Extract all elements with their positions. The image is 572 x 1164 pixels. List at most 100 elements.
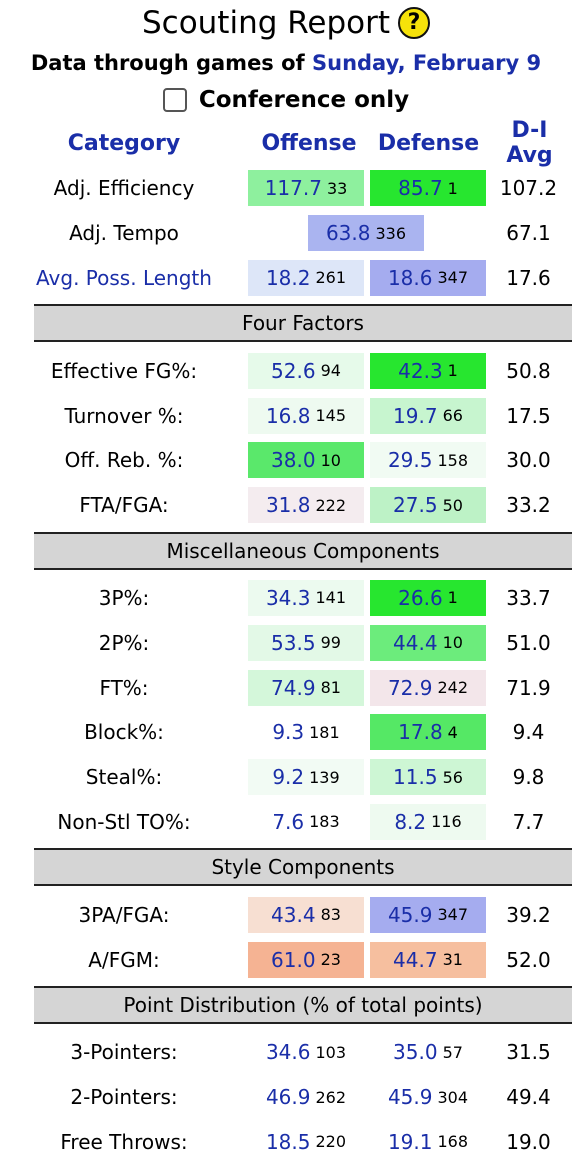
di-avg-value: 71.9	[506, 675, 551, 700]
defense-cell-rank: 347	[437, 268, 469, 288]
defense-cell-value[interactable]: 85.7	[398, 176, 443, 201]
help-icon[interactable]: ?	[398, 7, 431, 39]
offense-cell-rank: 145	[315, 406, 347, 426]
stat-row: 3-Pointers: 34.6 103 35.0 57 31.5	[0, 1030, 572, 1075]
defense-cell-value[interactable]: 29.5	[387, 448, 433, 473]
stat-row: A/FGM: 61.0 23 44.7 31 52.0	[0, 937, 572, 982]
stat-row: FT%: 74.9 81 72.9 242 71.9	[0, 665, 572, 710]
di-avg-value: 39.2	[506, 902, 551, 927]
stat-label: 3PA/FGA:	[78, 902, 170, 927]
offense-cell-rank: 183	[309, 812, 340, 832]
offense-cell-value[interactable]: 7.6	[272, 809, 305, 834]
stat-row: 3PA/FGA: 43.4 83 45.9 347 39.2	[0, 892, 572, 937]
offense-cell-value[interactable]: 18.2	[265, 265, 311, 290]
offense-cell-value[interactable]: 31.8	[265, 493, 311, 518]
offense-cell: 43.4 83	[248, 896, 364, 933]
stat-row: FTA/FGA: 31.8 222 27.5 50 33.2	[0, 483, 572, 528]
defense-cell-value[interactable]: 17.8	[398, 720, 443, 745]
offense-cell-rank: 33	[326, 178, 348, 198]
point-distribution-rows: 3-Pointers: 34.6 103 35.0 57 31.5 2-Pointers: 4…	[0, 1030, 572, 1164]
column-header-defense[interactable]: Defense	[377, 130, 480, 156]
conference-only-label: Conference only	[198, 87, 410, 113]
defense-cell: 45.9 347	[370, 896, 486, 933]
column-header-category[interactable]: Category	[67, 130, 181, 156]
stat-row: 2P%: 53.5 99 44.4 10 51.0	[0, 620, 572, 665]
offense-cell-value[interactable]: 34.6	[265, 1040, 311, 1065]
stat-row: Non-Stl TO%: 7.6 183 8.2 116 7.7	[0, 800, 572, 845]
stat-row: Avg. Poss. Length 18.2 261 18.6 347 17.6	[0, 256, 572, 301]
defense-cell-value[interactable]: 19.7	[393, 403, 438, 428]
tempo-value[interactable]: 63.8	[325, 221, 371, 246]
offense-cell-value[interactable]: 38.0	[271, 448, 316, 473]
defense-cell: 19.1 168	[370, 1123, 486, 1160]
offense-cell-rank: 94	[320, 361, 341, 381]
defense-cell: 72.9 242	[370, 669, 486, 706]
offense-cell: 46.9 262	[248, 1079, 364, 1116]
tempo-rank: 336	[375, 223, 407, 243]
offense-cell-rank: 262	[315, 1087, 347, 1107]
offense-cell-value[interactable]: 18.5	[265, 1129, 311, 1154]
di-avg-value: 9.8	[512, 765, 545, 790]
stat-label: 3P%:	[98, 585, 150, 610]
offense-cell: 38.0 10	[248, 442, 364, 479]
offense-cell: 34.3 141	[248, 579, 364, 616]
offense-cell-value[interactable]: 61.0	[271, 947, 316, 972]
defense-cell: 26.6 1	[370, 579, 486, 616]
defense-cell-value[interactable]: 44.4	[393, 630, 438, 655]
section-misc: Miscellaneous Components	[34, 531, 572, 570]
stat-label: A/FGM:	[88, 947, 160, 972]
stat-row: 2-Pointers: 46.9 262 45.9 304 49.4	[0, 1075, 572, 1120]
defense-cell-value[interactable]: 18.6	[387, 265, 433, 290]
defense-cell-value[interactable]: 42.3	[398, 358, 443, 383]
di-avg-value: 17.5	[506, 403, 551, 428]
offense-cell: 117.7 33	[248, 170, 364, 207]
stat-label: Steal%:	[85, 765, 163, 790]
defense-cell-value[interactable]: 11.5	[393, 765, 438, 790]
data-through-date-link[interactable]: Sunday, February 9	[312, 51, 542, 75]
di-avg-value: 67.1	[506, 221, 551, 246]
offense-cell-value[interactable]: 53.5	[271, 630, 316, 655]
offense-cell-rank: 10	[320, 450, 341, 470]
offense-cell-value[interactable]: 46.9	[265, 1085, 311, 1110]
defense-cell-value[interactable]: 8.2	[394, 809, 427, 834]
stat-row: Steal%: 9.2 139 11.5 56 9.8	[0, 755, 572, 800]
section-style: Style Components	[34, 848, 572, 887]
offense-cell-value[interactable]: 16.8	[265, 403, 311, 428]
defense-cell-value[interactable]: 72.9	[387, 675, 433, 700]
defense-cell: 85.7 1	[370, 170, 486, 207]
offense-cell-value[interactable]: 43.4	[271, 902, 316, 927]
defense-cell-rank: 56	[442, 767, 463, 787]
di-avg-value: 9.4	[512, 720, 545, 745]
offense-cell: 31.8 222	[248, 487, 364, 524]
column-header-offense[interactable]: Offense	[261, 130, 357, 156]
defense-cell: 45.9 304	[370, 1079, 486, 1116]
defense-cell-value[interactable]: 19.1	[387, 1129, 433, 1154]
offense-cell-value[interactable]: 34.3	[265, 585, 311, 610]
conference-only-checkbox[interactable]	[162, 88, 187, 112]
defense-cell: 44.7 31	[370, 941, 486, 978]
offense-cell-value[interactable]: 9.2	[272, 765, 305, 790]
stat-label[interactable]: Avg. Poss. Length	[36, 265, 212, 290]
offense-cell: 18.2 261	[248, 259, 364, 296]
defense-cell-value[interactable]: 26.6	[398, 585, 443, 610]
di-avg-value: 7.7	[512, 809, 545, 834]
stat-label: 2-Pointers:	[70, 1085, 178, 1110]
di-avg-value: 31.5	[506, 1040, 551, 1065]
section-four-factors: Four Factors	[34, 304, 572, 343]
offense-cell-value[interactable]: 9.3	[272, 720, 305, 745]
data-through-prefix: Data through games of	[30, 51, 305, 75]
defense-cell-value[interactable]: 45.9	[387, 1085, 433, 1110]
offense-cell-value[interactable]: 52.6	[271, 358, 316, 383]
defense-cell-value[interactable]: 27.5	[393, 493, 438, 518]
defense-cell: 27.5 50	[370, 487, 486, 524]
column-headers: Category Offense Defense D-I Avg	[0, 118, 572, 168]
conference-only-toggle[interactable]: Conference only	[0, 80, 572, 120]
defense-cell-value[interactable]: 45.9	[387, 902, 433, 927]
defense-cell-value[interactable]: 44.7	[393, 947, 438, 972]
column-header-di-avg[interactable]: D-I Avg	[506, 118, 553, 168]
offense-cell-value[interactable]: 117.7	[264, 176, 322, 201]
offense-cell: 34.6 103	[248, 1034, 364, 1071]
di-avg-value: 51.0	[506, 630, 551, 655]
offense-cell-value[interactable]: 74.9	[271, 675, 316, 700]
defense-cell-value[interactable]: 35.0	[393, 1040, 438, 1065]
